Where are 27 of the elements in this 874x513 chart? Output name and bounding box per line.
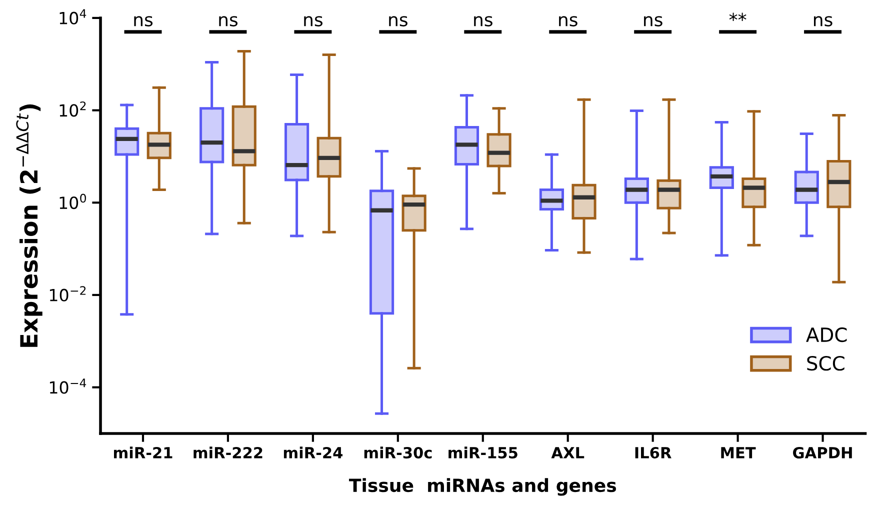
x-tick-label: AXL (551, 447, 584, 458)
x-tick-label: MET (721, 447, 756, 458)
annotation: ns (559, 16, 578, 26)
annotation: ** (729, 12, 746, 22)
annotation: ns (474, 16, 492, 26)
annotation: ns (219, 16, 238, 26)
x-tick-label: IL6R (635, 446, 672, 459)
y-tick-label: 10$^{2}$ (60, 101, 86, 117)
x-tick-label: miR-222 (194, 446, 262, 458)
y-axis-title: Expression (2$^{−ΔΔCt}$) (16, 104, 42, 347)
annotation: ns (814, 16, 832, 26)
legend-label: SCC (807, 356, 844, 371)
y-tick-label: 10$^{−2}$ (50, 286, 86, 302)
x-tick-label: GAPDH (793, 446, 852, 459)
y-tick-label: 10$^{0}$ (60, 194, 86, 210)
x-tick-label: miR-21 (114, 446, 172, 458)
y-tick-label: 10$^{−4}$ (50, 378, 86, 394)
x-tick-label: miR-155 (448, 446, 518, 459)
legend-label: ADC (806, 327, 847, 342)
annotation: ns (389, 16, 408, 26)
annotation: ns (304, 16, 322, 26)
annotation: ns (134, 16, 153, 26)
x-tick-label: miR-30c (364, 446, 432, 459)
x-tick-label: miR-24 (284, 446, 342, 458)
annotation: ns (644, 16, 662, 26)
y-tick-label: 10$^{4}$ (60, 9, 86, 24)
x-axis-title: Tissue miRNAs and genes (348, 478, 616, 496)
